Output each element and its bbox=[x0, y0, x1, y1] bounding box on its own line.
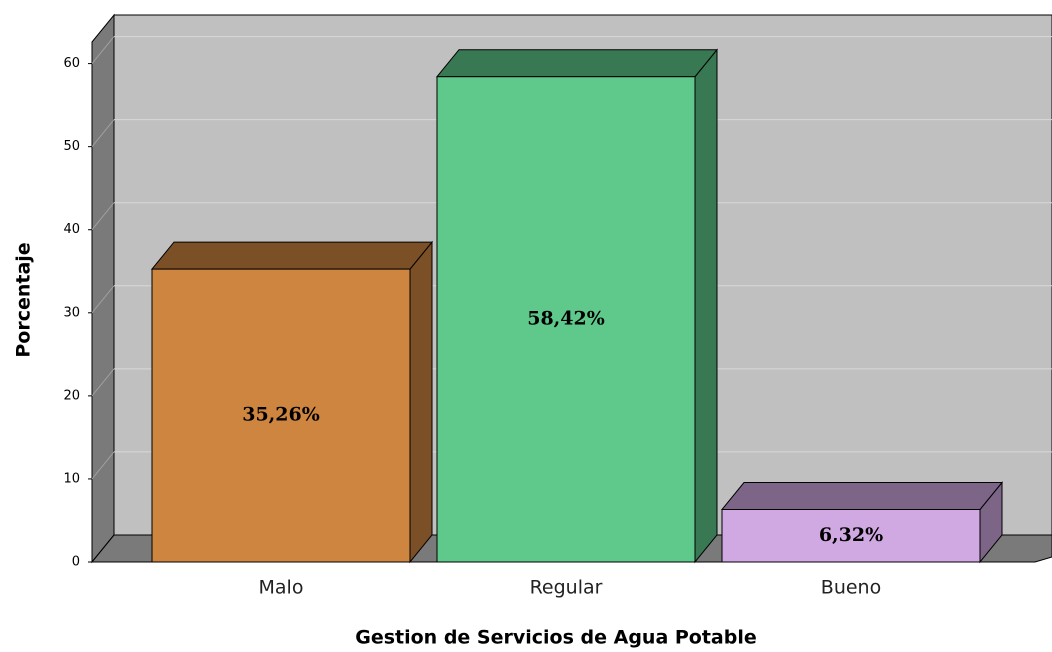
data-label: 35,26% bbox=[242, 404, 320, 426]
y-axis-title: Porcentaje bbox=[13, 242, 35, 357]
x-tick-label: Malo bbox=[259, 577, 304, 599]
y-tick-label: 50 bbox=[63, 139, 80, 154]
x-axis-title: Gestion de Servicios de Agua Potable bbox=[355, 627, 757, 649]
y-tick-label: 20 bbox=[63, 388, 80, 403]
grid-line bbox=[91, 202, 115, 231]
grid-line bbox=[91, 36, 115, 64]
grid-line bbox=[91, 119, 115, 147]
grid-line bbox=[91, 285, 115, 314]
y-tick-label: 10 bbox=[63, 471, 80, 486]
bar-top bbox=[435, 49, 719, 78]
y-tick-label: 40 bbox=[63, 222, 80, 237]
bar-side bbox=[694, 48, 718, 564]
data-label: 6,32% bbox=[819, 524, 883, 546]
x-tick-label: Regular bbox=[530, 577, 603, 599]
y-tick-label: 60 bbox=[63, 56, 80, 71]
bar bbox=[151, 268, 411, 563]
bar bbox=[436, 76, 696, 563]
y-tick-label: 30 bbox=[63, 305, 80, 320]
grid-line bbox=[91, 368, 115, 397]
bar-top bbox=[150, 241, 434, 270]
y-tick-label: 0 bbox=[72, 555, 80, 570]
bar bbox=[721, 509, 981, 563]
data-label: 58,42% bbox=[527, 307, 605, 329]
x-tick-label: Bueno bbox=[821, 577, 881, 599]
bar-side bbox=[409, 240, 433, 564]
left-wall bbox=[91, 13, 115, 564]
grid-line bbox=[91, 451, 115, 480]
bar-top bbox=[720, 482, 1004, 511]
